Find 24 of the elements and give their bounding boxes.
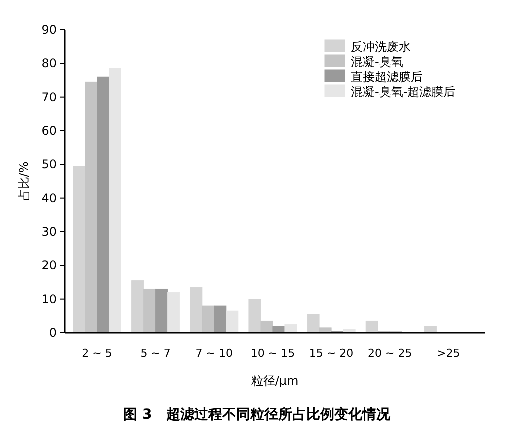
x-tick-label: 10 ~ 15: [250, 347, 296, 360]
x-tick-label: 20 ~ 25: [368, 347, 412, 360]
y-tick-label: 90: [42, 23, 57, 37]
y-tick-label: 0: [49, 326, 57, 340]
x-tick-label: 2 ~ 5: [82, 347, 112, 360]
x-tick-label: 15 ~ 20: [309, 347, 354, 360]
legend-label: 直接超滤膜后: [351, 70, 423, 84]
y-tick-label: 50: [42, 158, 57, 172]
y-tick-label: 60: [42, 124, 57, 138]
legend-label: 混凝-臭氧: [351, 55, 404, 69]
legend-label: 混凝-臭氧-超滤膜后: [351, 85, 456, 99]
caption: 图 3 超滤过程不同粒径所占比例变化情况: [124, 406, 392, 423]
x-axis-title: 粒径/μm: [251, 374, 299, 388]
y-axis-title: 占比/%: [17, 162, 31, 202]
y-tick-label: 30: [42, 225, 57, 239]
x-tick-label: 7 ~ 10: [196, 347, 234, 360]
legend-label: 反冲洗废水: [351, 40, 411, 54]
y-tick-label: 40: [42, 191, 57, 206]
y-tick-label: 80: [42, 56, 57, 71]
x-tick-label: 5 ~ 7: [140, 347, 171, 360]
y-tick-label: 10: [42, 292, 57, 306]
x-tick-label: >25: [437, 347, 460, 360]
y-tick-label: 20: [42, 258, 57, 273]
y-tick-label: 70: [42, 90, 57, 104]
